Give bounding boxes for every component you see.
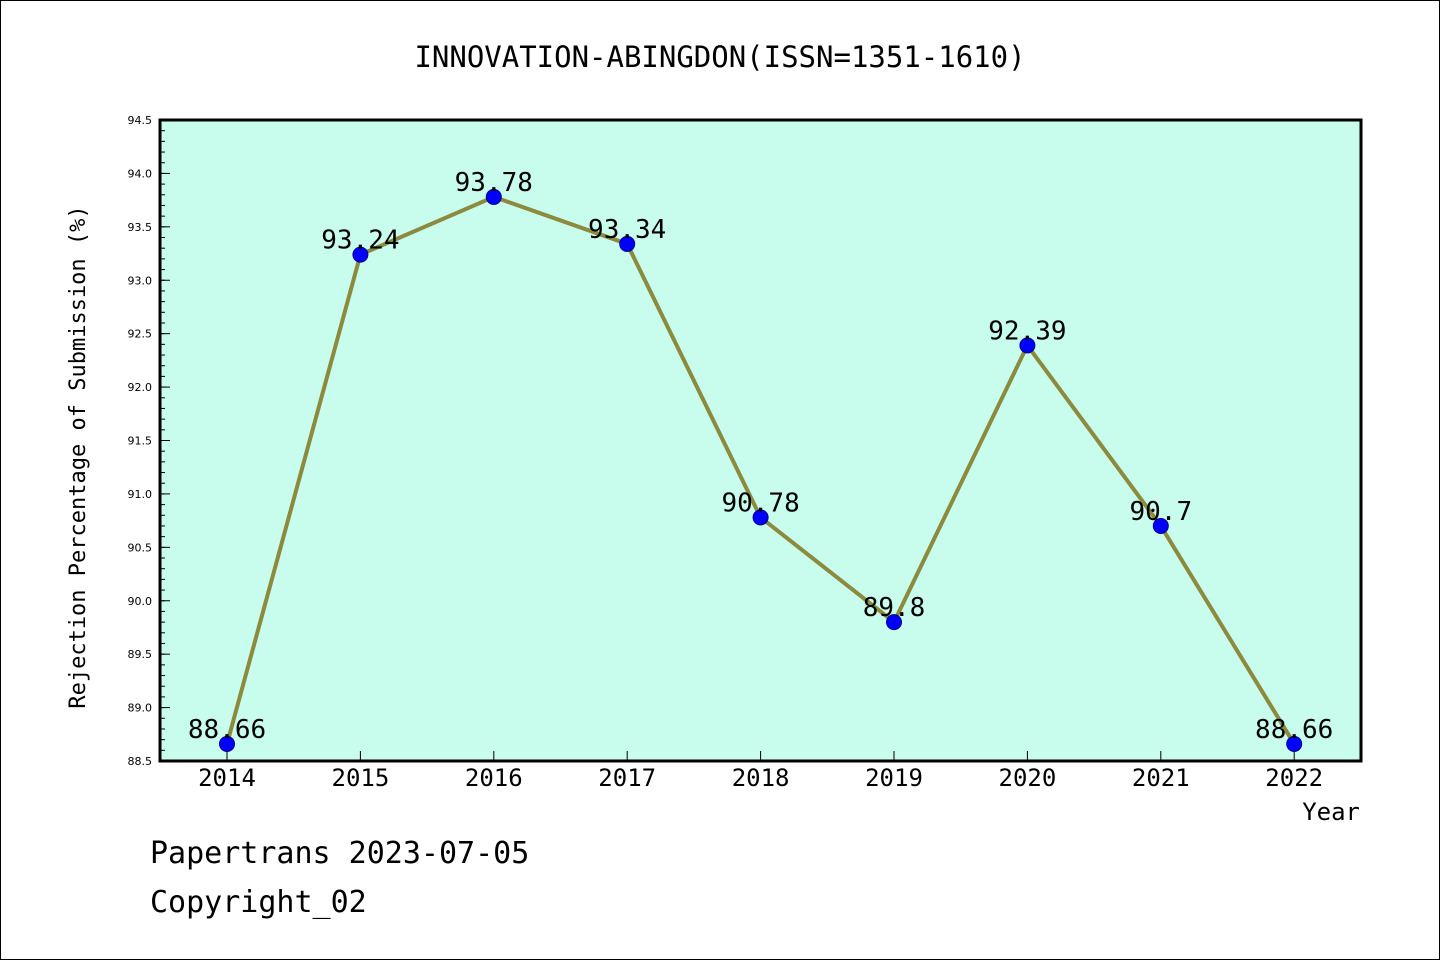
y-tick-label: 92.5 — [128, 328, 153, 341]
footer-date: Papertrans 2023-07-05 — [150, 836, 530, 871]
x-tick-label: 2022 — [1265, 764, 1323, 792]
y-tick-label: 91.5 — [128, 435, 153, 448]
data-label: 90.78 — [721, 488, 799, 518]
y-tick-label: 90.0 — [128, 595, 153, 608]
footer-copyright: Copyright_02 — [150, 885, 367, 920]
data-point — [1019, 337, 1036, 354]
x-axis-label: Year — [1302, 798, 1360, 826]
data-label: 88.66 — [1255, 715, 1333, 745]
x-tick-label: 2016 — [465, 764, 523, 792]
data-point — [485, 188, 502, 205]
x-tick-label: 2014 — [198, 764, 256, 792]
y-tick-label: 93.0 — [128, 274, 153, 287]
y-tick-label: 93.5 — [128, 221, 153, 234]
y-axis-label: Rejection Percentage of Submission (%) — [66, 205, 91, 708]
data-label: 92.39 — [988, 316, 1066, 346]
data-label: 93.78 — [455, 168, 533, 198]
axis-ticks: 88.5 89.0 89.5 90.0 90.5 91.0 91.5 92.0 92.5 93.0… — [128, 114, 1324, 792]
data-point — [619, 235, 636, 252]
y-tick-label: 92.0 — [128, 381, 153, 394]
y-tick-label: 88.5 — [128, 755, 153, 768]
y-tick-label: 89.0 — [128, 702, 153, 715]
data-label: 90.7 — [1129, 497, 1192, 527]
data-labels: 88.66 93.24 93.78 93.34 90.78 89.8 92.39 90.7 88… — [188, 168, 1333, 745]
plot-border — [158, 118, 1363, 763]
x-tick-label: 2015 — [332, 764, 390, 792]
y-tick-label: 94.5 — [128, 114, 153, 127]
series-rejection — [219, 188, 1303, 752]
data-point — [1152, 517, 1169, 534]
y-tick-label: 91.0 — [128, 488, 153, 501]
data-label: 93.24 — [321, 226, 399, 256]
y-tick-label: 90.5 — [128, 541, 153, 554]
data-point — [219, 735, 235, 752]
data-point — [886, 614, 902, 631]
x-tick-label: 2020 — [999, 764, 1057, 792]
data-point — [752, 509, 769, 526]
chart-title: INNOVATION-ABINGDON(ISSN=1351-1610) — [414, 40, 1025, 74]
x-tick-label: 2017 — [598, 764, 656, 792]
data-label: 89.8 — [863, 593, 926, 623]
data-label: 93.34 — [588, 215, 666, 245]
x-tick-label: 2021 — [1132, 764, 1190, 792]
data-label: 88.66 — [188, 715, 266, 745]
data-point — [1286, 735, 1303, 752]
x-tick-label: 2019 — [865, 764, 923, 792]
y-tick-label: 94.0 — [128, 167, 153, 180]
y-tick-label: 89.5 — [128, 648, 153, 661]
data-point — [352, 246, 369, 263]
x-tick-label: 2018 — [732, 764, 790, 792]
plot-area — [160, 120, 1361, 761]
